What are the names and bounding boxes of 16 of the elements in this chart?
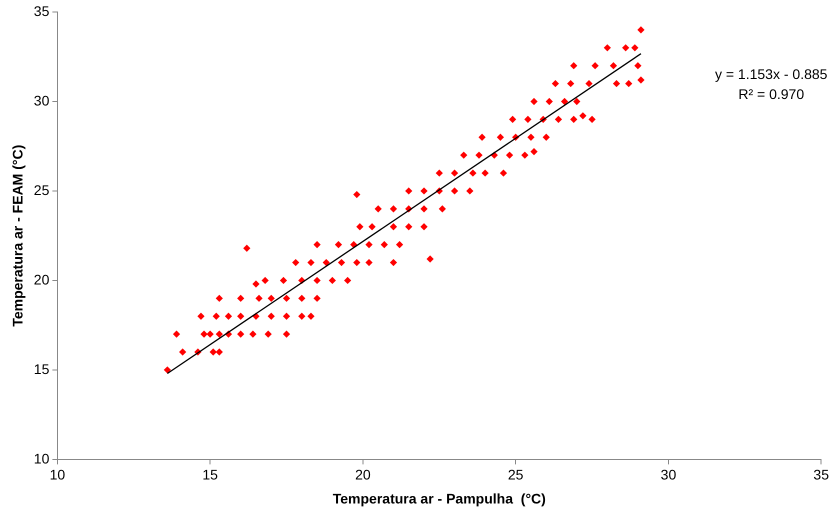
x-tick-label: 10 [50,466,66,483]
y-tick-label: 15 [34,360,50,377]
x-tick-label: 25 [508,466,524,483]
y-tick-label: 30 [34,92,50,108]
x-tick-label: 30 [660,466,676,483]
y-axis-title: Temperatura ar - FEAM (°C) [9,144,26,327]
y-tick-label: 35 [34,2,50,19]
x-tick-label: 20 [355,466,371,483]
annotation: R² = 0.970 [738,86,804,102]
y-tick-label: 20 [34,271,50,288]
annotation: y = 1.153x - 0.885 [714,66,828,82]
x-tick-label: 15 [202,466,218,483]
x-tick-label: 35 [813,466,830,483]
y-tick-label: 10 [34,450,50,466]
y-tick-label: 25 [34,182,50,198]
x-axis-title: Temperatura ar - Pampulha (°C) [332,490,546,506]
